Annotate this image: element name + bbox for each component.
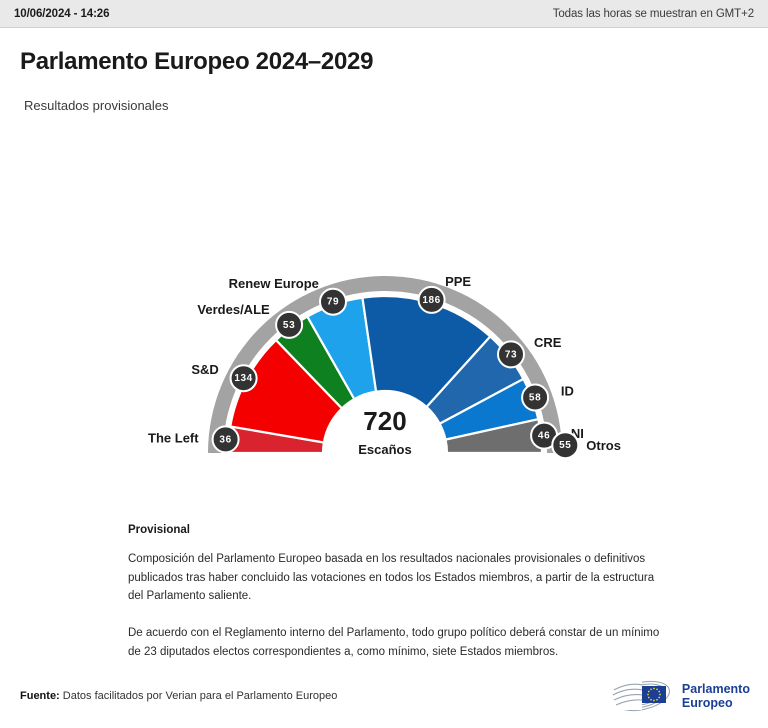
seat-badge-s-d[interactable]: [229, 364, 258, 393]
timestamp-label: 10/06/2024 - 14:26: [14, 7, 110, 20]
hemicycle-chart: The Left S&D Verdes/ALE Renew Europe PPE CRE I…: [0, 190, 768, 500]
title-block: Parlamento Europeo 2024–2029 Resultados …: [0, 28, 768, 113]
seat-badge-value: 53: [283, 320, 295, 331]
european-parliament-logo: Parlamento Europeo: [611, 676, 750, 716]
party-label-verdes-ale: Verdes/ALE: [197, 302, 270, 317]
seat-badge-cre[interactable]: [497, 340, 525, 369]
notes-heading: Provisional: [128, 524, 190, 536]
party-label-renew-europe: Renew Europe: [229, 276, 319, 291]
logo-line-2: Europeo: [681, 696, 733, 710]
party-label-s-d: S&D: [191, 362, 218, 377]
seat-badge-id[interactable]: [521, 383, 550, 412]
hemicycle-logo-icon: [611, 680, 670, 712]
eu-flag-icon: [641, 686, 666, 703]
seat-badge-value: 55: [559, 440, 571, 451]
party-label-ppe: PPE: [445, 274, 471, 289]
source-line: Fuente: Datos facilitados por Verian par…: [20, 690, 337, 702]
seat-badge-verdes-ale[interactable]: [275, 310, 304, 339]
page-title: Parlamento Europeo 2024–2029: [20, 48, 374, 75]
logo-text: Parlamento Europeo: [682, 682, 750, 711]
seat-badge-value: 58: [529, 393, 541, 404]
timezone-note: Todas las horas se muestran en GMT+2: [552, 7, 754, 20]
seat-badge-value: 134: [234, 373, 253, 384]
note-paragraph-1: Composición del Parlamento Europeo basad…: [128, 553, 655, 603]
page-subtitle: Resultados provisionales: [24, 98, 169, 113]
seat-badge-renew-europe[interactable]: [319, 287, 347, 316]
seat-badge-value: 73: [505, 349, 517, 360]
party-label-the-left: The Left: [148, 430, 199, 445]
seat-badge-otros[interactable]: [551, 431, 580, 460]
hemicycle-svg: The Left S&D Verdes/ALE Renew Europe PPE CRE I…: [148, 274, 621, 460]
footer: Fuente: Datos facilitados por Verian par…: [0, 670, 768, 728]
note-paragraph-2: De acuerdo con el Reglamento interno del…: [128, 626, 660, 658]
party-label-otros: Otros: [586, 438, 621, 453]
logo-line-1: Parlamento: [681, 681, 750, 696]
seat-badge-value: 36: [219, 434, 231, 445]
seat-badge-ppe[interactable]: [417, 285, 446, 314]
seat-badge-value: 186: [422, 295, 441, 306]
status-bar: 10/06/2024 - 14:26 Todas las horas se mu…: [0, 0, 768, 28]
notes-block: Provisional Composición del Parlamento E…: [128, 524, 664, 679]
source-text: Datos facilitados por Verian para el Par…: [59, 690, 338, 702]
total-seats-caption: Escaños: [358, 442, 411, 457]
seat-badge-value: 46: [538, 431, 550, 442]
seat-badge-group: 36 134 53 79 186 73 58 46 55: [211, 285, 580, 460]
segment-ppe[interactable]: [361, 294, 492, 409]
party-label-group: The Left S&D Verdes/ALE Renew Europe PPE CRE I…: [148, 274, 621, 453]
seat-badge-value: 79: [327, 297, 339, 308]
total-seats-value: 720: [363, 406, 406, 436]
source-label: Fuente:: [20, 690, 60, 702]
party-label-id: ID: [561, 383, 574, 398]
party-label-cre: CRE: [534, 335, 562, 350]
seat-badge-the-left[interactable]: [211, 425, 240, 454]
